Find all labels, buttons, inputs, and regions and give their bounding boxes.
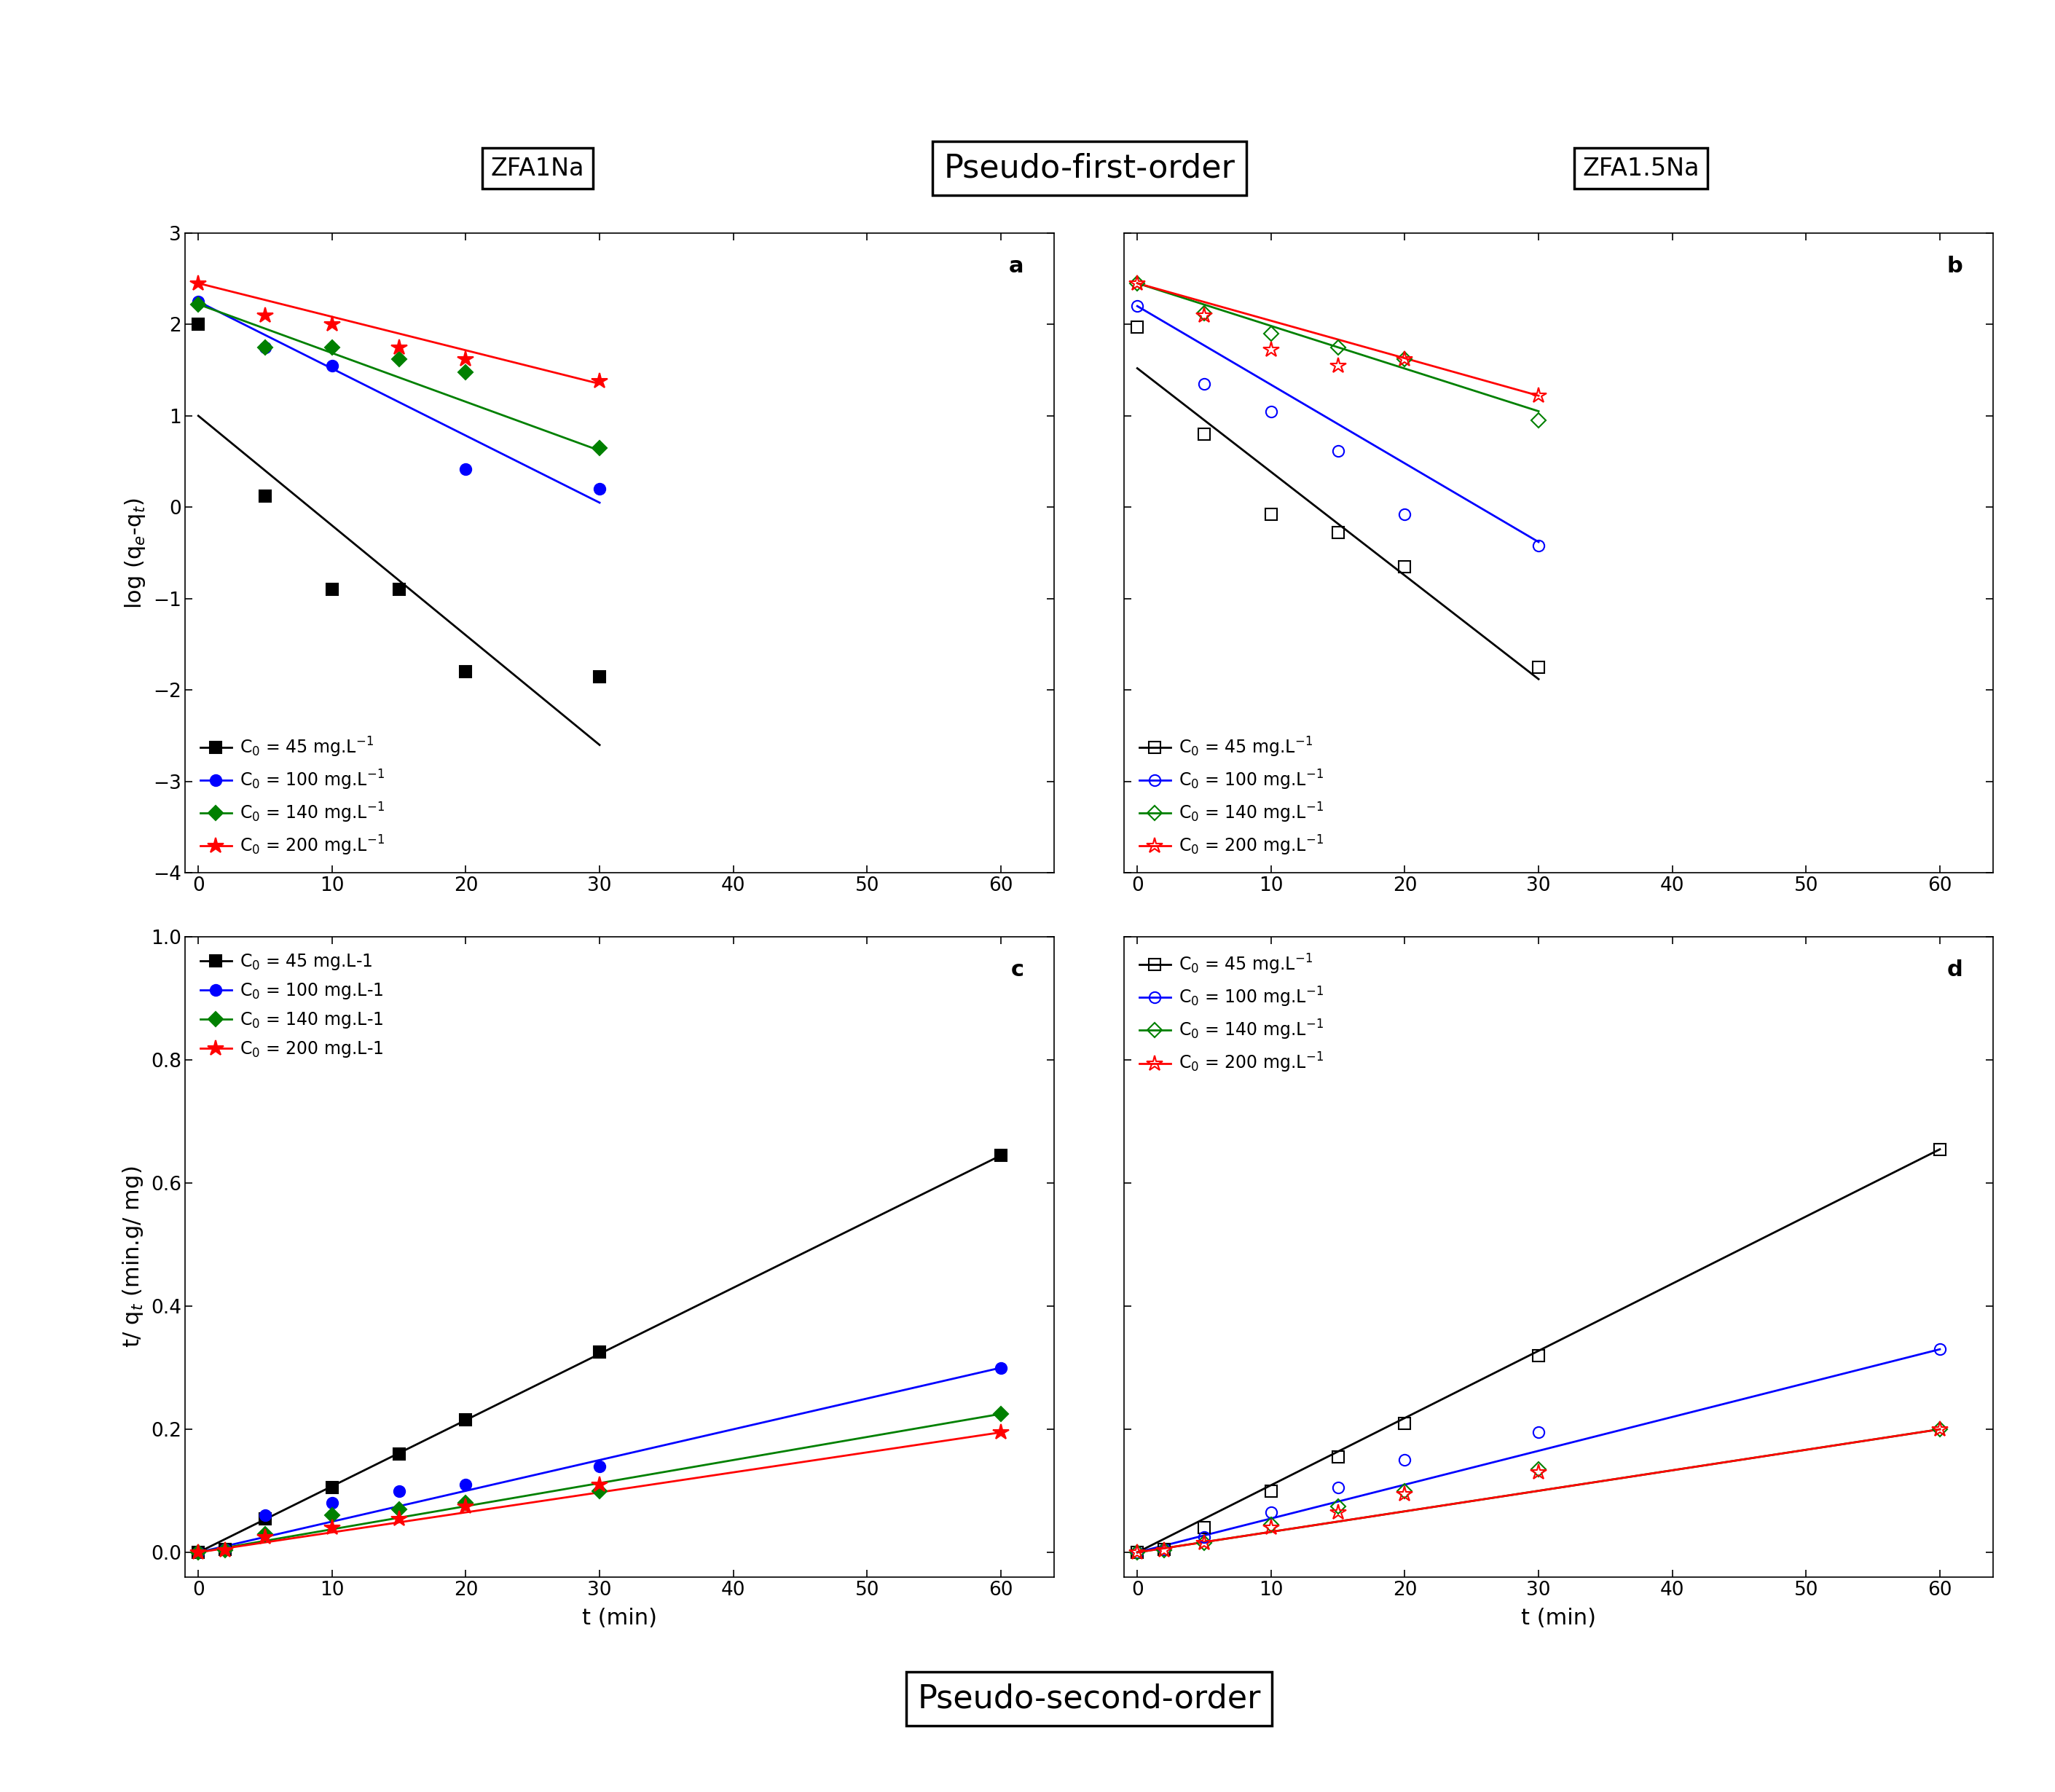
Legend: C$_0$ = 45 mg.L$^{-1}$, C$_0$ = 100 mg.L$^{-1}$, C$_0$ = 140 mg.L$^{-1}$, C$_0$ : C$_0$ = 45 mg.L$^{-1}$, C$_0$ = 100 mg.L… (1132, 728, 1332, 864)
X-axis label: t (min): t (min) (582, 1607, 658, 1629)
Text: d: d (1946, 959, 1963, 980)
Text: ZFA1.5Na: ZFA1.5Na (1582, 156, 1699, 181)
Text: b: b (1946, 256, 1963, 276)
Text: Pseudo-first-order: Pseudo-first-order (943, 152, 1235, 185)
Y-axis label: log (q$_e$-q$_t$): log (q$_e$-q$_t$) (123, 496, 148, 609)
Legend: C$_0$ = 45 mg.L$^{-1}$, C$_0$ = 100 mg.L$^{-1}$, C$_0$ = 140 mg.L$^{-1}$, C$_0$ : C$_0$ = 45 mg.L$^{-1}$, C$_0$ = 100 mg.L… (1132, 946, 1332, 1082)
Legend: C$_0$ = 45 mg.L-1, C$_0$ = 100 mg.L-1, C$_0$ = 140 mg.L-1, C$_0$ = 200 mg.L-1: C$_0$ = 45 mg.L-1, C$_0$ = 100 mg.L-1, C… (193, 946, 390, 1066)
Text: c: c (1011, 959, 1023, 980)
X-axis label: t (min): t (min) (1521, 1607, 1597, 1629)
Legend: C$_0$ = 45 mg.L$^{-1}$, C$_0$ = 100 mg.L$^{-1}$, C$_0$ = 140 mg.L$^{-1}$, C$_0$ : C$_0$ = 45 mg.L$^{-1}$, C$_0$ = 100 mg.L… (193, 728, 393, 864)
Text: ZFA1Na: ZFA1Na (491, 156, 584, 181)
Text: Pseudo-second-order: Pseudo-second-order (917, 1683, 1262, 1715)
Y-axis label: t/ q$_t$ (min.g/ mg): t/ q$_t$ (min.g/ mg) (121, 1167, 144, 1348)
Text: a: a (1009, 256, 1023, 276)
